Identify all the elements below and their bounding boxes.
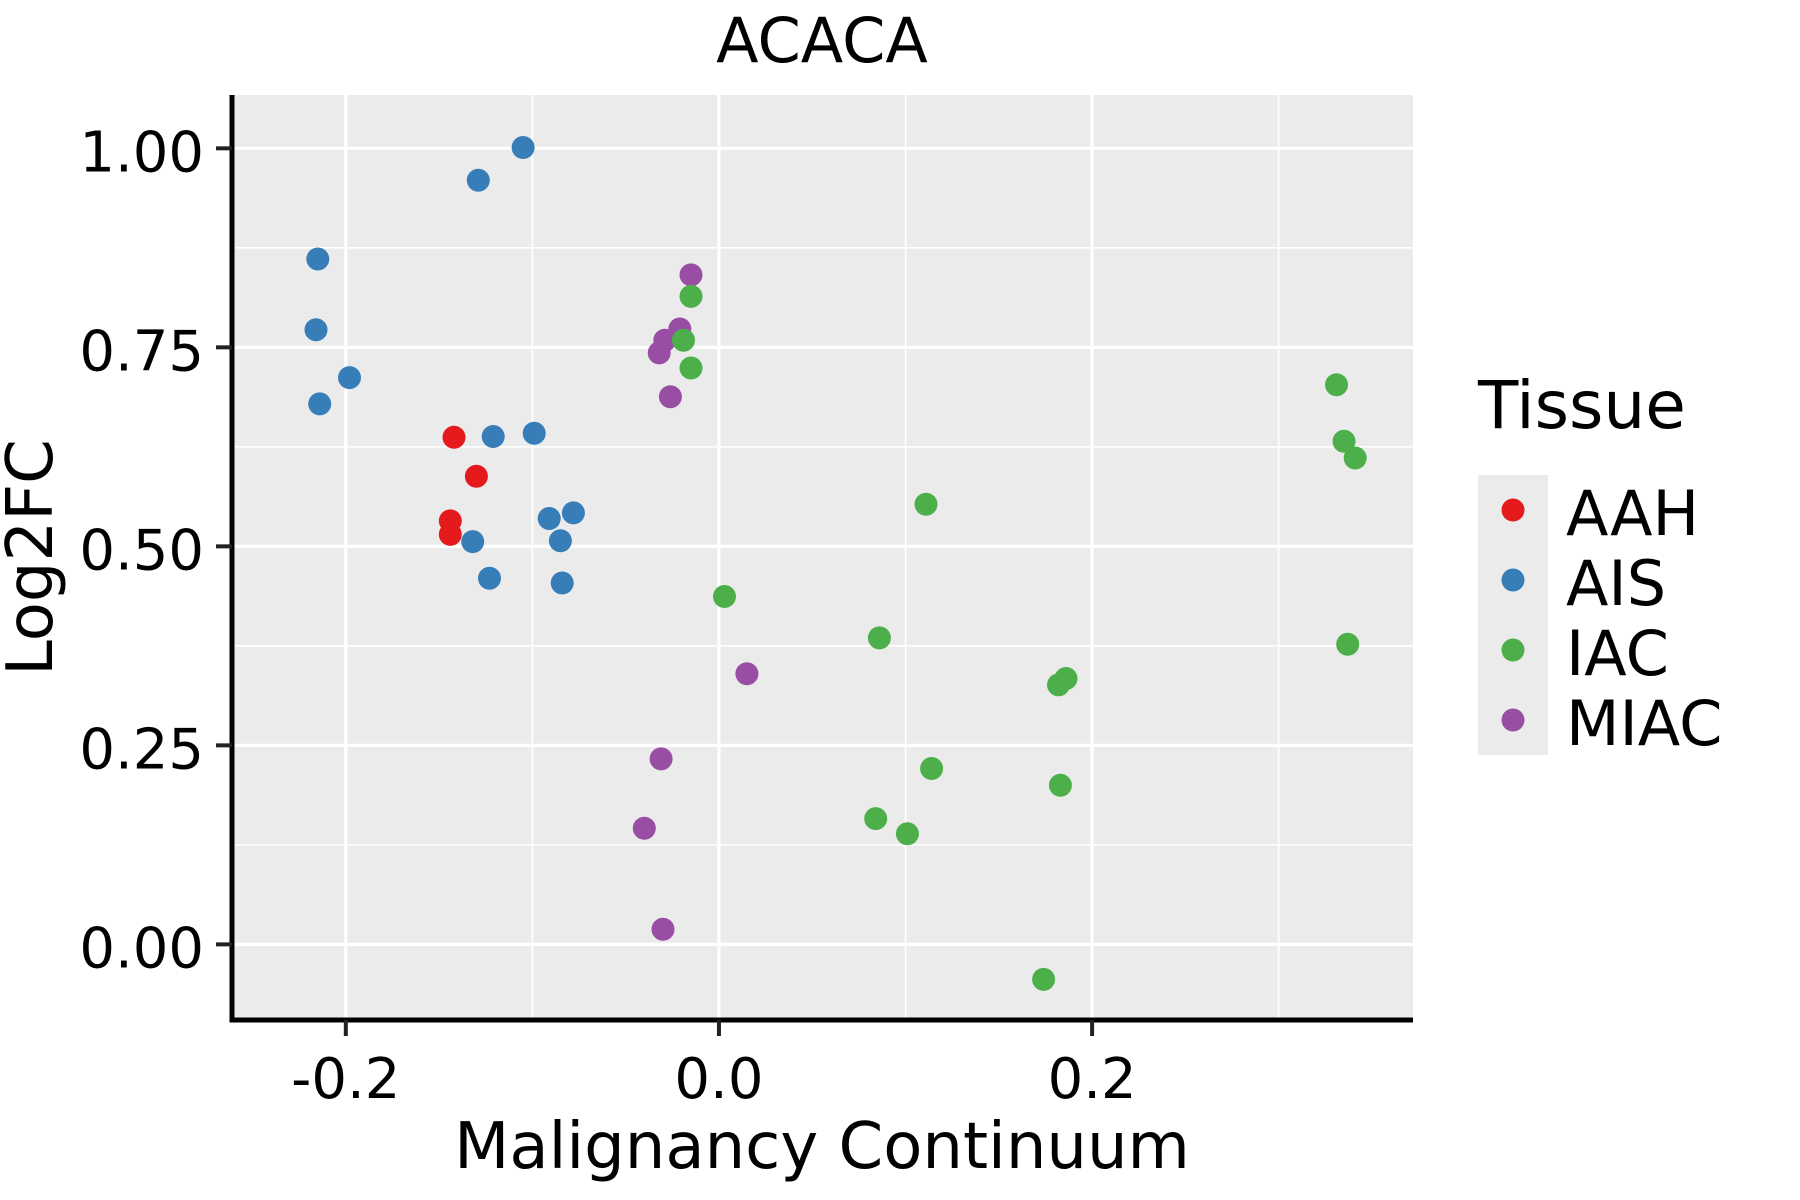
legend-item-label: IAC (1566, 617, 1669, 690)
data-point-AIS (306, 247, 330, 271)
minor-gridlines (232, 95, 1413, 1020)
data-point-IAC (1343, 446, 1367, 470)
legend-key-swatch (1501, 568, 1525, 592)
data-point-IAC (679, 284, 703, 308)
data-point-AIS (550, 571, 574, 595)
data-point-AAH (442, 425, 466, 449)
data-point-AIS (481, 425, 505, 448)
x-tick-label: 0.0 (674, 1047, 763, 1112)
x-tick-label: -0.2 (291, 1047, 400, 1112)
axis-ticks (216, 146, 1095, 1036)
y-tick-label: 0.75 (79, 319, 204, 384)
data-point-AIS (478, 566, 501, 590)
data-point-MIAC (658, 385, 682, 409)
axis-tick-labels: -0.2 0.0 0.2 0.00 0.25 0.50 0.75 1.00 (79, 120, 1136, 1112)
plot-title: ACACA (716, 4, 928, 77)
data-point-AIS (522, 421, 546, 445)
data-point-IAC (914, 492, 938, 516)
data-point-AIS (511, 136, 535, 159)
y-tick-label: 0.00 (79, 916, 204, 981)
y-axis-title: Log2FC (0, 439, 68, 676)
data-point-AIS (561, 501, 585, 525)
data-point-IAC (1332, 429, 1356, 453)
legend-item: IAC (1478, 615, 1669, 690)
legend-title: Tissue (1477, 367, 1686, 444)
data-point-IAC (1336, 632, 1360, 656)
legend-key-swatch (1501, 498, 1525, 522)
data-point-AAH (464, 464, 488, 488)
data-point-AIS (308, 392, 332, 416)
data-point-IAC (920, 757, 944, 780)
data-point-IAC (867, 626, 891, 650)
legend-item: AAH (1478, 475, 1699, 550)
data-points-layer (304, 136, 1367, 991)
data-point-IAC (864, 807, 888, 831)
plot-panel (232, 95, 1413, 1020)
y-tick-label: 0.50 (79, 518, 204, 583)
data-point-IAC (672, 328, 695, 352)
data-point-IAC (713, 585, 736, 608)
x-axis-title: Malignancy Continuum (454, 1110, 1190, 1184)
legend-item-label: MIAC (1566, 687, 1722, 760)
data-point-MIAC (647, 341, 671, 365)
data-point-AIS (461, 530, 485, 554)
data-point-MIAC (651, 917, 675, 941)
legend-key-swatch (1501, 708, 1525, 732)
data-point-IAC (895, 822, 919, 846)
data-point-IAC (679, 356, 703, 380)
legend-item: MIAC (1478, 685, 1722, 760)
data-point-IAC (1054, 667, 1078, 690)
data-point-IAC (1325, 373, 1348, 397)
data-point-MIAC (679, 263, 703, 287)
data-point-AAH (438, 522, 462, 546)
data-point-MIAC (735, 662, 759, 686)
data-point-AIS (548, 529, 572, 553)
legend-key-swatch (1501, 638, 1525, 662)
legend-item: AIS (1478, 545, 1666, 620)
data-point-AIS (537, 507, 561, 530)
legend-item-label: AIS (1566, 547, 1666, 620)
data-point-MIAC (649, 747, 673, 771)
major-gridlines (232, 95, 1413, 1020)
data-point-MIAC (632, 816, 656, 840)
y-tick-label: 0.25 (79, 717, 204, 782)
data-point-AIS (304, 318, 328, 342)
y-tick-label: 1.00 (79, 120, 204, 185)
data-point-AIS (466, 168, 490, 192)
legend-item-label: AAH (1566, 477, 1699, 550)
data-point-AIS (338, 366, 361, 390)
x-tick-label: 0.2 (1048, 1047, 1137, 1112)
data-point-IAC (1032, 967, 1056, 991)
data-point-IAC (1048, 773, 1072, 797)
